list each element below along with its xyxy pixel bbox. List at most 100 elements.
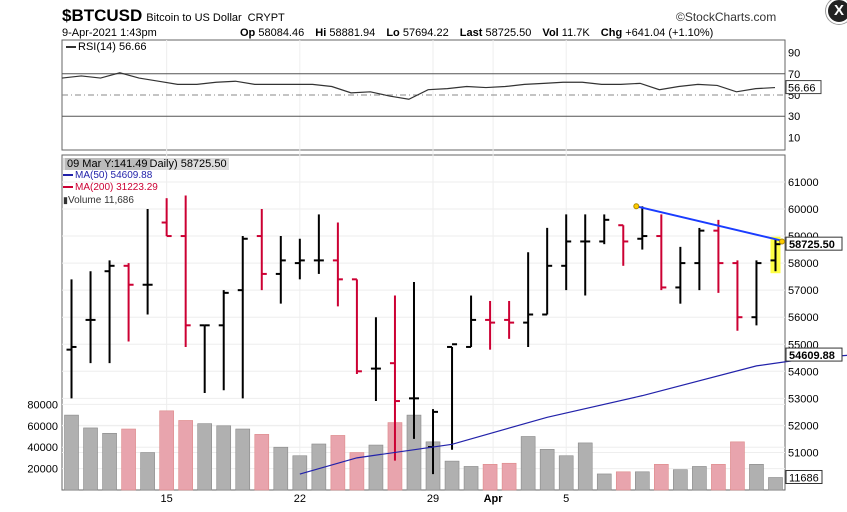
high-label: Hi xyxy=(315,27,327,39)
volume-bar xyxy=(692,466,707,491)
volume-bar xyxy=(178,420,193,491)
ohlc-bar xyxy=(408,282,419,439)
price-tick-label: 60000 xyxy=(788,204,819,216)
brand-logo[interactable]: ©StockCharts.com xyxy=(676,10,777,24)
volume-bar xyxy=(197,423,212,491)
vol-value: 11.7K xyxy=(561,27,590,39)
legend-ma200: MA(200) 31223.29 xyxy=(63,182,229,194)
close-button[interactable]: X xyxy=(826,0,847,24)
time-tick-label: 5 xyxy=(563,493,569,505)
volume-bar xyxy=(673,469,688,491)
volume-bar xyxy=(83,427,98,491)
symbol-name: Bitcoin to US Dollar xyxy=(146,12,242,24)
last-price-label-text: 58725.50 xyxy=(789,239,835,251)
volume-tick-label: 40000 xyxy=(27,442,58,454)
volume-bar xyxy=(539,449,555,491)
volume-bar xyxy=(654,464,669,491)
price-tick-label: 53000 xyxy=(788,393,819,405)
rsi-swatch xyxy=(66,46,76,49)
volume-bar xyxy=(102,432,117,491)
ohlc-bar xyxy=(256,209,267,291)
ohlc-bar xyxy=(485,300,496,350)
price-tick-label: 57000 xyxy=(788,285,819,297)
price-tick-label: 61000 xyxy=(788,177,819,189)
rsi-line xyxy=(61,72,776,100)
volume-bar xyxy=(140,452,155,491)
quote-line: Op 58084.46 Hi 58881.94 Lo 57694.22 Last… xyxy=(240,27,713,39)
ohlc-bar xyxy=(332,222,343,307)
legend-volume: ▮Volume 11,686 xyxy=(63,195,134,206)
volume-bar xyxy=(121,428,136,491)
ohlc-bar xyxy=(656,214,667,291)
rsi-label: RSI(14) 56.66 xyxy=(66,41,146,53)
volume-current-label: 11686 xyxy=(785,469,823,484)
rsi-current-box xyxy=(785,80,822,95)
ohlc-bar xyxy=(561,214,572,291)
ohlc-bar xyxy=(694,227,705,291)
last-price-label-box xyxy=(785,236,843,251)
price-tick-label: 54000 xyxy=(788,366,819,378)
volume-current-box xyxy=(785,469,823,484)
volume-bar xyxy=(711,464,726,491)
volume-bar xyxy=(558,455,574,491)
last-value: 58725.50 xyxy=(485,27,532,39)
volume-icon: ▮ xyxy=(63,195,68,205)
ma50-swatch xyxy=(63,174,73,177)
volume-current-text: 11686 xyxy=(789,472,819,484)
volume-bar xyxy=(216,425,232,491)
volume-tick-label: 80000 xyxy=(27,399,58,411)
price-tick-label: 51000 xyxy=(788,447,819,459)
axes: 907050301056.666100060000590005800057000… xyxy=(27,48,843,505)
ohlc-bar xyxy=(523,252,534,347)
price-legend: 09 Mar Y:141.49 Daily) 58725.50 MA(50) 54… xyxy=(63,158,229,207)
ohlc-bar xyxy=(504,300,515,339)
ohlc-bar xyxy=(580,214,591,296)
volume-bar xyxy=(768,477,783,491)
last-label: Last xyxy=(459,27,483,39)
volume-bar xyxy=(349,452,365,491)
ohlc-bar xyxy=(218,290,229,391)
ohlc-bar xyxy=(751,260,762,326)
volume-tick-label: 20000 xyxy=(27,464,58,476)
rsi-current-label: 56.66 xyxy=(785,80,822,95)
ma50-price-label-box xyxy=(785,347,843,362)
rsi-panel xyxy=(61,72,785,117)
rsi-tick-label: 30 xyxy=(788,111,800,123)
rsi-tick-label: 70 xyxy=(788,69,800,81)
volume-bar xyxy=(159,410,174,491)
volume-tick-label: 60000 xyxy=(27,421,58,433)
price-label: Daily) 58725.50 xyxy=(149,158,227,170)
ohlc-bar xyxy=(123,263,134,342)
low-value: 57694.22 xyxy=(402,27,449,39)
ohlc-bar xyxy=(637,206,648,250)
rsi-tick-label: 90 xyxy=(788,48,800,60)
quote-date: 9-Apr-2021 1:43pm xyxy=(62,27,157,39)
ohlc-bar xyxy=(180,195,191,347)
trendline-handle-end xyxy=(779,238,785,245)
ohlc-bar xyxy=(389,295,400,461)
chg-value: +641.04 (+1.10%) xyxy=(625,27,714,39)
ohlc-bar xyxy=(466,295,477,348)
ohlc-bar xyxy=(351,278,362,375)
ma200-swatch xyxy=(63,186,73,189)
ohlc-bar xyxy=(85,271,96,364)
volume-bar xyxy=(749,464,764,491)
volume-bar xyxy=(444,460,460,491)
volume-bar xyxy=(730,441,745,491)
last-price-label: 58725.50 xyxy=(785,236,843,251)
volume-bar xyxy=(273,446,289,491)
open-value: 58084.46 xyxy=(258,27,305,39)
time-tick-label: 22 xyxy=(294,493,306,505)
volume-bar xyxy=(577,442,593,491)
ohlc-bar xyxy=(675,246,686,304)
volume-bar xyxy=(596,473,612,491)
ohlc-bar xyxy=(713,219,724,293)
volume-bar xyxy=(482,464,498,491)
rsi-current-value: 56.66 xyxy=(788,83,816,95)
price-tick-label: 58000 xyxy=(788,258,819,270)
chg-label: Chg xyxy=(600,27,623,39)
price-tick-label: 56000 xyxy=(788,312,819,324)
volume-bar xyxy=(501,462,517,491)
volume-bar xyxy=(463,466,479,491)
